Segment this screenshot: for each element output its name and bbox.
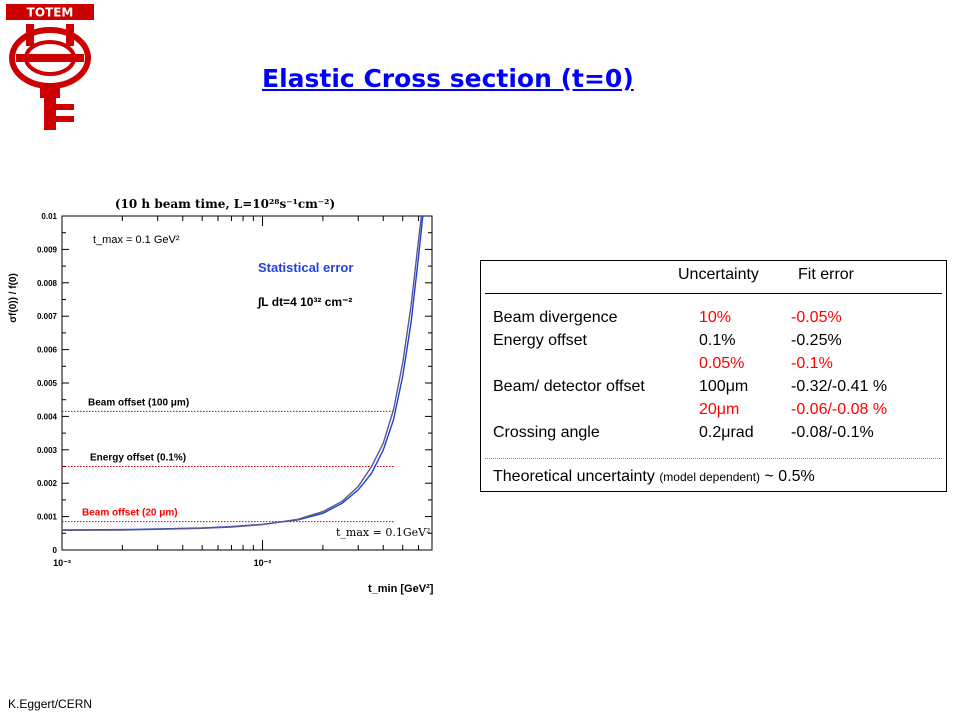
y-tick-label: 0 bbox=[53, 546, 58, 555]
row-label: Energy offset bbox=[493, 332, 587, 349]
author-footer: K.Eggert/CERN bbox=[8, 697, 93, 711]
series-line bbox=[61, 215, 423, 531]
theoretical-row: Theoretical uncertainty (model dependent… bbox=[493, 468, 815, 486]
logo-text: TOTEM bbox=[27, 6, 74, 20]
row-uncertainty: 10% bbox=[699, 309, 732, 326]
luminosity-label: ∫L dt=4 10³² cm⁻² bbox=[257, 295, 352, 309]
series-line bbox=[61, 215, 424, 531]
row-fit-error: -0.06/-0.08 % bbox=[791, 401, 888, 418]
page-title: Elastic Cross section (t=0) bbox=[262, 64, 634, 93]
totem-logo: TOTEM bbox=[6, 4, 94, 134]
reference-line-label: Energy offset (0.1%) bbox=[90, 453, 186, 464]
row-uncertainty: 0.1% bbox=[699, 332, 736, 349]
uncertainty-table: Uncertainty Fit error Beam divergence 10%… bbox=[480, 260, 947, 492]
y-tick-label: 0.002 bbox=[37, 479, 58, 488]
row-uncertainty: 20μm bbox=[699, 401, 740, 418]
reference-line-label: Beam offset (100 μm) bbox=[88, 397, 189, 408]
theory-label: Theoretical uncertainty bbox=[493, 468, 655, 485]
y-tick-label: 0.007 bbox=[37, 312, 58, 321]
y-tick-label: 0.003 bbox=[37, 446, 58, 455]
x-tick-label: 10⁻³ bbox=[53, 558, 71, 568]
row-label: Crossing angle bbox=[493, 424, 600, 441]
y-tick-label: 0.004 bbox=[37, 412, 58, 421]
theory-note: (model dependent) bbox=[659, 470, 761, 484]
y-tick-label: 0.008 bbox=[37, 279, 58, 288]
row-fit-error: -0.08/-0.1% bbox=[791, 424, 874, 441]
y-tick-label: 0.001 bbox=[37, 513, 58, 522]
y-tick-label: 0.01 bbox=[41, 212, 57, 221]
row-uncertainty: 0.05% bbox=[699, 355, 745, 372]
y-tick-label: 0.006 bbox=[37, 346, 58, 355]
x-tick-label: 10⁻² bbox=[254, 558, 272, 568]
row-fit-error: -0.32/-0.41 % bbox=[791, 378, 888, 395]
row-fit-error: -0.05% bbox=[791, 309, 842, 326]
tmax-top-annotation: t_max = 0.1 GeV² bbox=[93, 234, 180, 246]
plot-frame bbox=[61, 215, 433, 551]
header-divider bbox=[485, 293, 942, 294]
header-fit-error: Fit error bbox=[798, 266, 854, 283]
x-axis-label: t_min [GeV²] bbox=[368, 583, 434, 595]
reference-line-label: Beam offset (20 μm) bbox=[82, 508, 178, 519]
elastic-chart: (10 h beam time, L=10²⁸s⁻¹cm⁻²) σf(0)) /… bbox=[8, 197, 434, 595]
row-uncertainty: 0.2μrad bbox=[699, 424, 754, 441]
row-fit-error: -0.1% bbox=[791, 355, 833, 372]
row-label: Beam/ detector offset bbox=[493, 378, 645, 395]
chart-header: (10 h beam time, L=10²⁸s⁻¹cm⁻²) bbox=[115, 197, 335, 211]
header-uncertainty: Uncertainty bbox=[678, 266, 759, 283]
tmax-bottom-annotation: t_max = 0.1GeV² bbox=[336, 526, 430, 539]
y-tick-label: 0.005 bbox=[37, 379, 58, 388]
y-tick-label: 0.009 bbox=[37, 245, 58, 254]
row-label: Beam divergence bbox=[493, 309, 618, 326]
theory-value: ~ 0.5% bbox=[764, 468, 815, 485]
statistical-error-label: Statistical error bbox=[258, 260, 353, 275]
footer-divider bbox=[485, 458, 942, 459]
y-axis-label: σf(0)) / f(0) bbox=[8, 273, 19, 323]
row-uncertainty: 100μm bbox=[699, 378, 749, 395]
row-fit-error: -0.25% bbox=[791, 332, 842, 349]
